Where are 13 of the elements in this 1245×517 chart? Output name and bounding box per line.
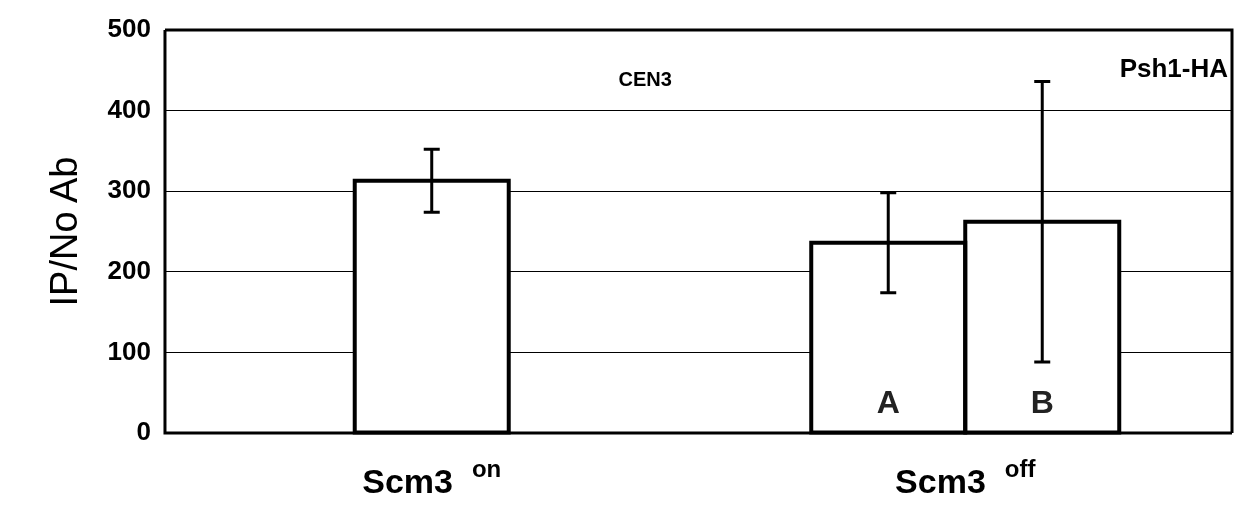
series-label: B [1030, 384, 1054, 420]
x-tick-label: Scm3 off [895, 455, 1037, 500]
y-axis-title: IP/No Ab [43, 156, 86, 307]
y-tick-label: 300 [107, 174, 151, 205]
annotation: Psh1-HA [1119, 53, 1229, 84]
y-tick-label: 100 [107, 335, 151, 366]
series-label: A [876, 384, 900, 420]
annotation: CEN3 [618, 67, 672, 90]
y-tick-label: 0 [136, 416, 151, 447]
x-tick-label: Scm3 on [362, 455, 502, 500]
y-tick-label: 500 [107, 13, 151, 44]
y-tick-label: 400 [107, 93, 151, 124]
y-tick-label: 200 [107, 254, 151, 285]
